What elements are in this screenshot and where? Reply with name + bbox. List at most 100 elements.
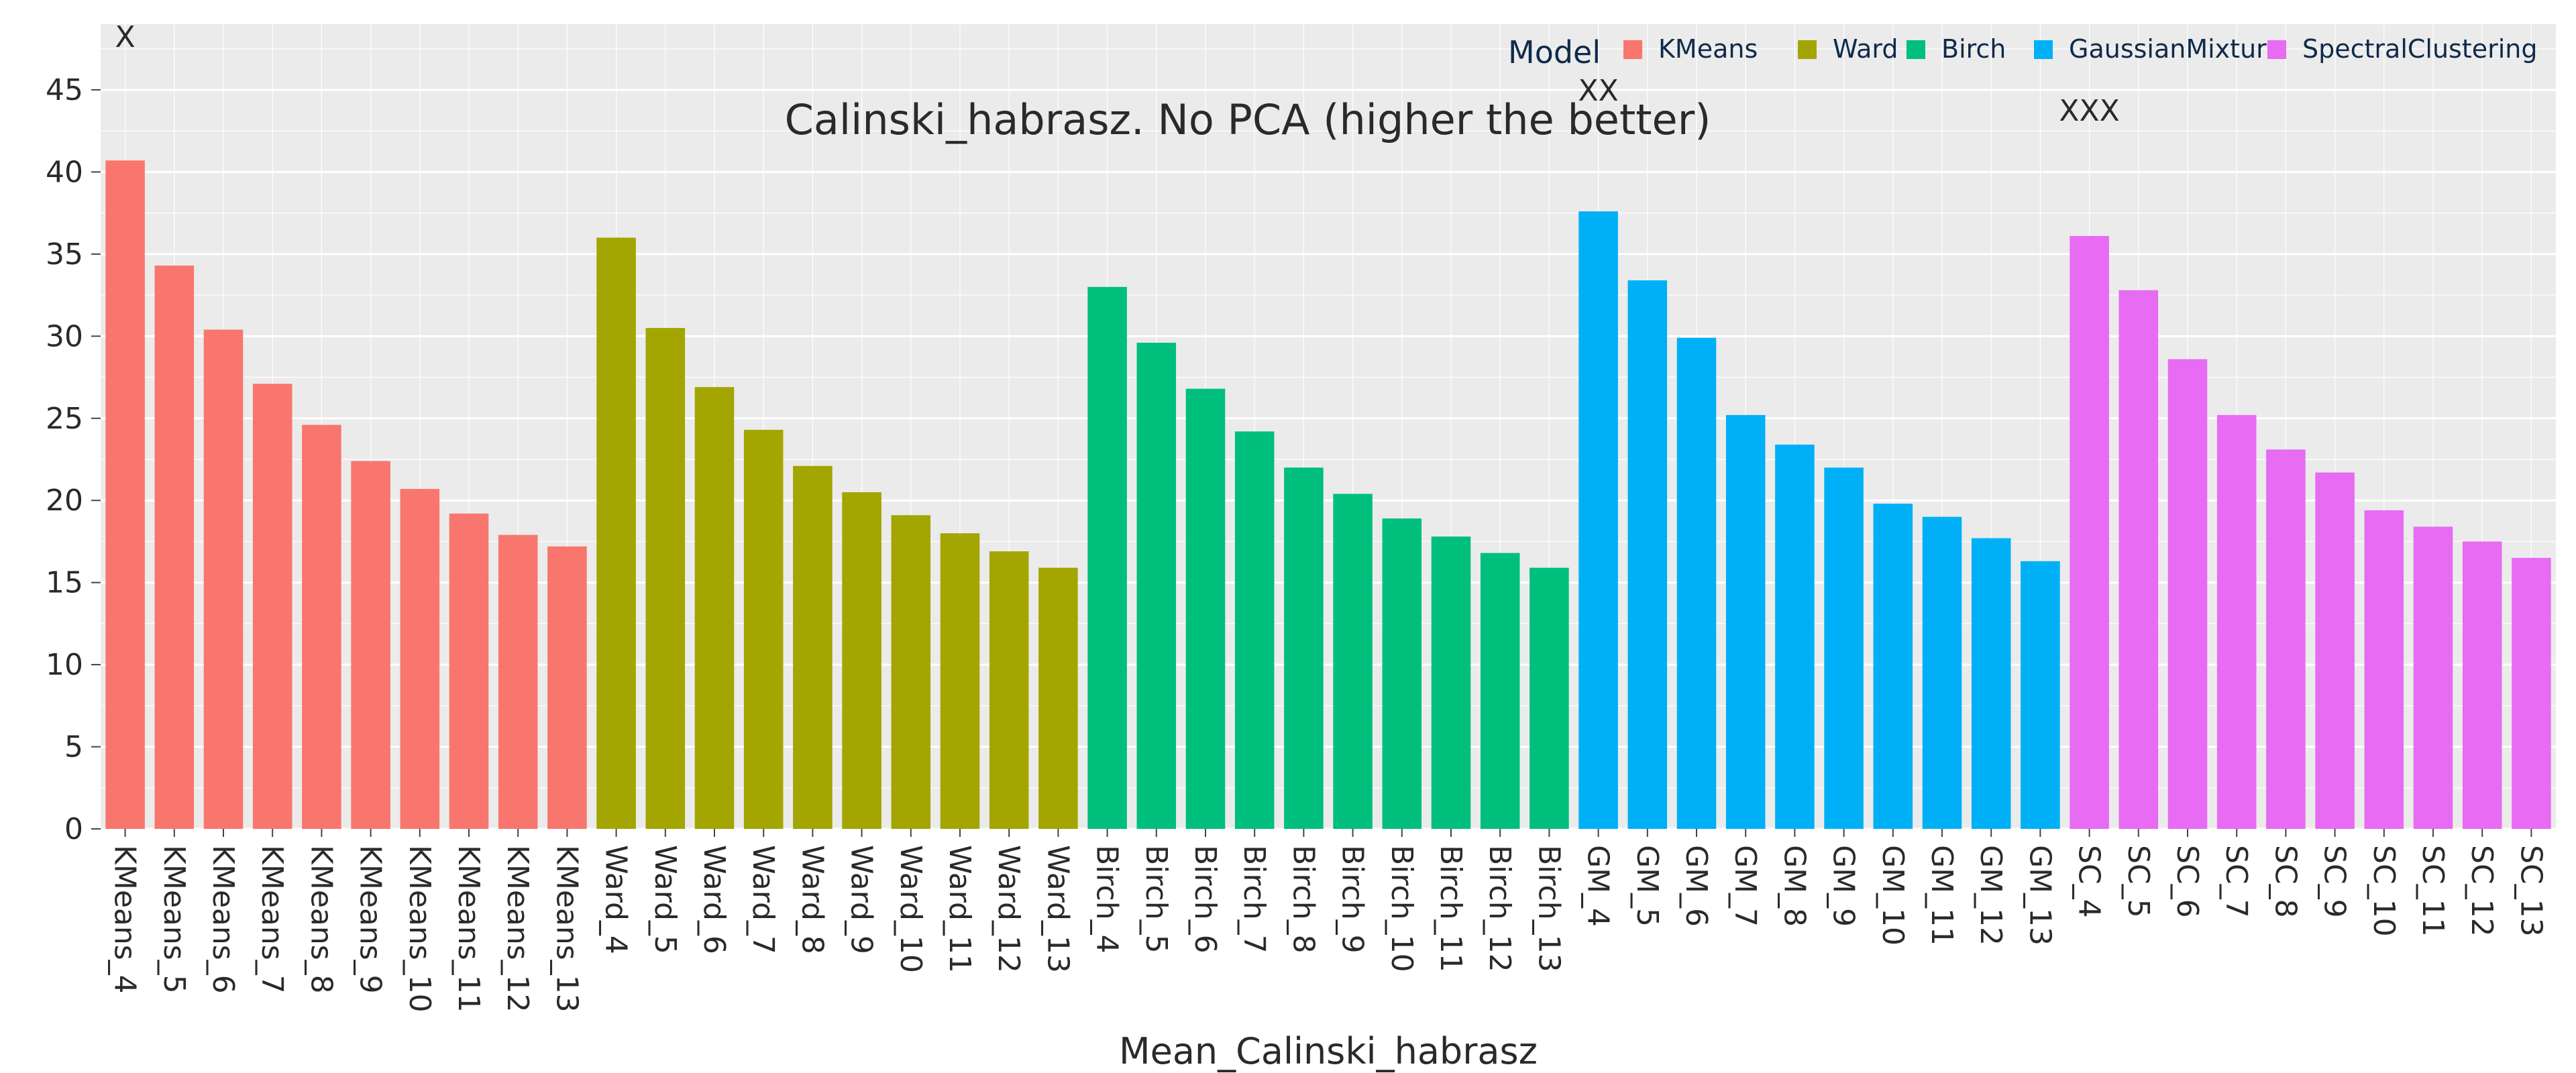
x-axis-title: Mean_Calinski_habrasz [1119, 1030, 1538, 1072]
bar[interactable] [1333, 494, 1373, 829]
bar[interactable] [1284, 467, 1324, 829]
bar[interactable] [645, 328, 686, 829]
bar[interactable] [2462, 541, 2502, 829]
x-tick-label: KMeans_4 [108, 845, 142, 994]
x-tick-label: KMeans_6 [206, 845, 240, 994]
x-tick-label: KMeans_13 [549, 845, 584, 1013]
legend-item-label[interactable]: GaussianMixture [2069, 34, 2282, 64]
bar[interactable] [2118, 290, 2159, 829]
bar[interactable] [1873, 504, 1913, 829]
bar[interactable] [400, 489, 440, 829]
x-tick-label: SC_6 [2170, 845, 2204, 918]
legend-swatch[interactable] [1623, 40, 1642, 59]
bar[interactable] [498, 534, 538, 829]
bar[interactable] [203, 329, 244, 829]
x-tick-label: Ward_5 [648, 845, 682, 954]
x-tick-label: Birch_10 [1385, 845, 1419, 972]
bar[interactable] [1185, 388, 1226, 829]
bar[interactable] [1578, 211, 1618, 829]
y-tick-label: 10 [46, 648, 83, 682]
bar[interactable] [743, 429, 784, 829]
bar[interactable] [1922, 516, 1962, 829]
x-tick-label: Birch_8 [1286, 845, 1320, 954]
legend-item-label[interactable]: Ward [1833, 34, 1898, 64]
x-tick-label: GM_5 [1630, 845, 1664, 927]
bar[interactable] [1431, 536, 1471, 829]
bar[interactable] [1529, 567, 1569, 829]
bar[interactable] [2512, 557, 2551, 829]
bar[interactable] [1038, 567, 1078, 829]
bar[interactable] [449, 513, 489, 829]
bar[interactable] [2070, 235, 2109, 830]
bar[interactable] [2021, 561, 2060, 829]
bar[interactable] [2266, 449, 2306, 829]
legend-swatch[interactable] [1798, 40, 1817, 59]
x-tick-label: KMeans_7 [255, 845, 289, 994]
bar[interactable] [1824, 467, 1864, 829]
x-tick-label: Birch_6 [1188, 845, 1222, 954]
x-tick-label: GM_9 [1827, 845, 1861, 927]
x-tick-label: Ward_9 [845, 845, 879, 954]
x-tick-label: Birch_12 [1483, 845, 1517, 972]
bar[interactable] [1480, 553, 1520, 829]
bar[interactable] [1775, 444, 1815, 829]
x-tick-label: SC_8 [2268, 845, 2302, 918]
y-tick-label: 20 [46, 484, 83, 518]
annotation-text: X [115, 20, 136, 54]
bar[interactable] [2413, 526, 2453, 829]
legend[interactable]: Model KMeans Ward Birch GaussianMixture Spec… [1508, 34, 2538, 70]
bar[interactable] [793, 465, 833, 829]
bar[interactable] [891, 515, 931, 829]
bar[interactable] [2364, 510, 2404, 829]
x-tick-label: Ward_10 [894, 845, 928, 973]
x-tick-label: KMeans_8 [304, 845, 338, 994]
bar[interactable] [596, 237, 636, 830]
x-tick-label: Birch_9 [1336, 845, 1370, 954]
bar[interactable] [105, 160, 145, 829]
bar[interactable] [940, 533, 980, 829]
x-tick-label: GM_8 [1777, 845, 1811, 927]
bar[interactable] [154, 266, 195, 829]
bar[interactable] [1725, 414, 1766, 829]
bar[interactable] [2167, 359, 2208, 829]
bar[interactable] [842, 492, 881, 829]
legend-swatch[interactable] [2034, 40, 2053, 59]
chart-title: Calinski_habrasz. No PCA (higher the bet… [785, 95, 1711, 144]
x-tick-label: KMeans_10 [402, 845, 437, 1013]
bar[interactable] [989, 551, 1029, 829]
x-tick-label: Ward_6 [697, 845, 731, 954]
bar[interactable] [694, 387, 735, 829]
bar[interactable] [252, 384, 292, 829]
x-tick-label: SC_10 [2367, 845, 2401, 937]
y-tick-label: 0 [64, 812, 83, 846]
y-tick-label: 30 [46, 319, 83, 353]
bar[interactable] [1136, 343, 1177, 829]
bar[interactable] [302, 425, 341, 829]
x-tick-label: Ward_7 [746, 845, 780, 954]
bar[interactable] [1382, 518, 1422, 829]
bar[interactable] [547, 546, 587, 829]
annotation-text: XX [1578, 74, 1618, 108]
x-tick-label: Birch_13 [1532, 845, 1566, 972]
bar[interactable] [2315, 472, 2355, 829]
bar[interactable] [351, 461, 390, 829]
bar[interactable] [1087, 286, 1127, 829]
legend-item-label[interactable]: KMeans [1658, 34, 1758, 64]
bar[interactable] [1676, 337, 1717, 829]
bar[interactable] [1627, 280, 1668, 830]
x-tick-label: GM_12 [1974, 845, 2008, 946]
x-tick-label: SC_5 [2121, 845, 2155, 918]
bar[interactable] [1971, 538, 2011, 829]
x-tick-label: SC_13 [2514, 845, 2548, 937]
bar[interactable] [1234, 431, 1275, 829]
legend-item-label[interactable]: SpectralClustering [2302, 34, 2538, 64]
legend-item-label[interactable]: Birch [1941, 34, 2006, 64]
y-tick-label: 35 [46, 237, 83, 272]
x-tick-label: Ward_11 [943, 845, 977, 973]
legend-swatch[interactable] [1907, 40, 1925, 59]
x-tick-label: GM_10 [1876, 845, 1910, 946]
bar[interactable] [2216, 414, 2257, 829]
legend-swatch[interactable] [2267, 40, 2286, 59]
x-tick-label: SC_7 [2219, 845, 2253, 918]
